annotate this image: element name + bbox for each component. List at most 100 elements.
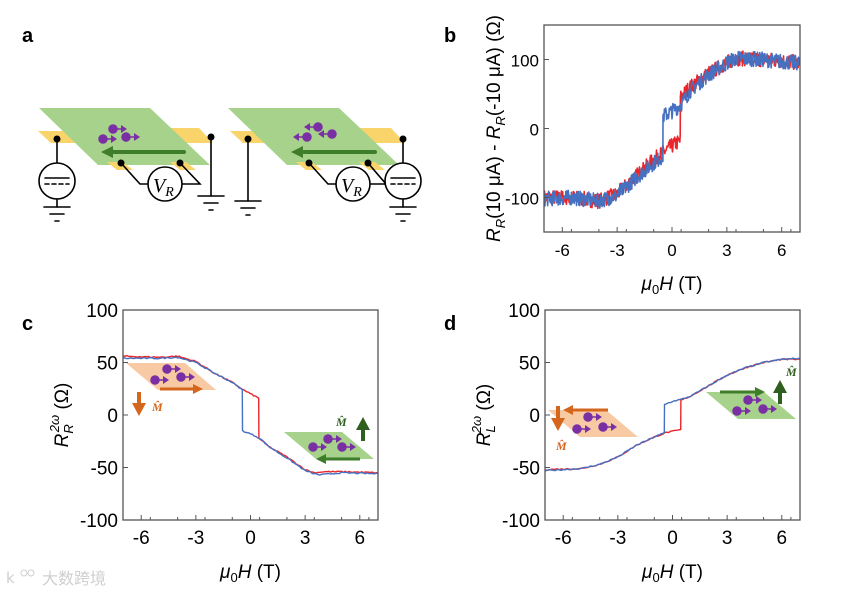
spin-icons — [98, 124, 140, 144]
x-tick-label: 3 — [722, 528, 733, 549]
magnetization-up-icon — [356, 417, 370, 441]
sample-sheet — [284, 432, 374, 459]
x-tick-label: 0 — [667, 528, 678, 549]
y-tick-label: 50 — [97, 354, 118, 375]
y-label-part: R — [52, 433, 73, 447]
y-label-part: 2ω — [47, 415, 62, 433]
magnetization-up-icon — [773, 380, 787, 404]
current-arrow-icon — [720, 387, 765, 397]
spin-icons — [308, 434, 356, 452]
spin-icons — [572, 412, 617, 434]
current-arrow-icon — [101, 146, 186, 158]
x-tick-label: -6 — [133, 528, 150, 549]
y-label-part: (Ω) — [474, 384, 495, 416]
current-arrow-icon — [160, 384, 203, 394]
voltmeter-label: VR — [341, 175, 362, 200]
x-tick-label: -6 — [555, 241, 570, 260]
current-source-icon — [38, 162, 76, 200]
y-tick-label: -100 — [502, 511, 540, 532]
series-line-down-sweep — [123, 356, 378, 476]
x-tick-label: 6 — [354, 528, 365, 549]
magnetization-down-icon — [551, 406, 565, 431]
y-label-part: R — [61, 424, 76, 433]
y-label-part: L — [483, 425, 498, 432]
circuit-wires — [234, 138, 422, 222]
svg-text:k: k — [6, 569, 15, 587]
x-label-part: 0 — [652, 570, 659, 585]
current-arrow-icon — [291, 146, 377, 158]
y-tick-label: 0 — [107, 406, 118, 427]
spin-icons — [293, 122, 337, 142]
x-label-part: μ — [641, 274, 653, 295]
inset-c-right: M̂ — [284, 415, 374, 464]
x-label-part: 0 — [230, 570, 237, 585]
y-tick-label: 100 — [508, 301, 540, 322]
x-tick-label: 6 — [777, 241, 786, 260]
panel-label-d: d — [444, 313, 456, 335]
spin-icons — [732, 395, 777, 416]
m-hat-label: M̂ — [151, 400, 163, 414]
y-tick-label: 50 — [519, 354, 540, 375]
voltmeter-icon — [147, 166, 183, 202]
magnetization-down-icon — [132, 392, 146, 416]
x-label-part: H — [659, 274, 673, 295]
x-label-part: H — [660, 562, 674, 583]
x-axis-label: μ0H (T) — [641, 274, 703, 297]
voltmeter-label: VR — [153, 175, 174, 200]
x-axis-label: μ0H (T) — [641, 562, 703, 585]
y-label-part: (10 μA) - — [484, 139, 505, 219]
sample-sheet — [126, 363, 216, 390]
sample-sheet — [706, 392, 796, 419]
current-arrow-icon — [316, 454, 360, 464]
x-tick-label: -3 — [609, 528, 626, 549]
circuit-wires — [38, 136, 225, 222]
y-label-part: 2ω — [469, 416, 484, 434]
y-label-part: R — [484, 125, 505, 139]
y-axis-label: RR(10 μA) - RR(-10 μA) (Ω) — [484, 15, 508, 242]
y-tick-label: -50 — [513, 459, 540, 480]
y-tick-label: 0 — [529, 406, 540, 427]
watermark: k 大数跨境 — [6, 569, 106, 588]
x-tick-label: 6 — [776, 528, 787, 549]
x-tick-label: 0 — [667, 241, 676, 260]
y-tick-label: 100 — [511, 52, 539, 71]
y-axis-label: RR2ω (Ω) — [47, 383, 76, 448]
x-label-part: μ — [641, 562, 653, 583]
panel-label-b: b — [444, 25, 456, 47]
current-source-icon — [384, 162, 422, 200]
m-hat-label: M̂ — [785, 365, 797, 379]
y-label-part: R — [493, 219, 508, 228]
spin-icons — [150, 364, 195, 385]
watermark-text: 大数跨境 — [42, 569, 106, 588]
measurement-schematic: VR VR — [38, 108, 422, 222]
x-label-part: (T) — [673, 562, 703, 583]
m-hat-label: M̂ — [335, 415, 347, 429]
x-tick-label: -3 — [187, 528, 204, 549]
x-tick-label: 3 — [300, 528, 311, 549]
inset-d-right: M̂ — [706, 365, 797, 419]
x-label-part: μ — [219, 562, 231, 583]
x-label-part: 0 — [652, 282, 659, 297]
device-right: VR — [228, 108, 422, 222]
x-tick-label: 3 — [722, 241, 731, 260]
y-tick-label: 100 — [86, 301, 118, 322]
series-line-down-sweep — [545, 357, 800, 472]
device-left: VR — [38, 108, 225, 222]
y-axis-label: RL2ω (Ω) — [469, 384, 498, 446]
series-line-up-sweep — [544, 50, 800, 210]
series-line-down-sweep — [544, 50, 800, 209]
y-tick-label: -100 — [80, 511, 118, 532]
sample-sheet — [548, 410, 638, 437]
x-label-part: H — [238, 562, 252, 583]
y-tick-label: -100 — [505, 190, 539, 209]
x-tick-label: -6 — [555, 528, 572, 549]
inset-c-left: M̂ — [126, 363, 216, 416]
y-label-part: (-10 μA) (Ω) — [484, 15, 505, 116]
voltmeter-icon — [335, 166, 371, 202]
x-tick-label: -3 — [610, 241, 625, 260]
panel-label-a: a — [22, 25, 34, 47]
